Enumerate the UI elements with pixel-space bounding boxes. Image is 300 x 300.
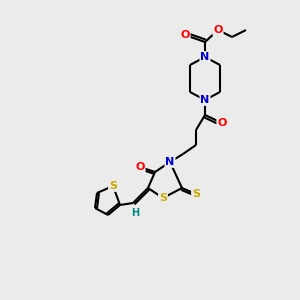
Text: O: O	[135, 162, 145, 172]
Text: N: N	[200, 95, 210, 105]
Text: S: S	[159, 193, 167, 203]
Text: S: S	[109, 181, 117, 191]
Text: N: N	[165, 157, 175, 167]
Text: H: H	[131, 208, 139, 218]
Text: S: S	[192, 189, 200, 199]
Text: O: O	[213, 25, 223, 35]
Text: O: O	[180, 30, 190, 40]
Text: O: O	[217, 118, 227, 128]
Text: N: N	[200, 52, 210, 62]
